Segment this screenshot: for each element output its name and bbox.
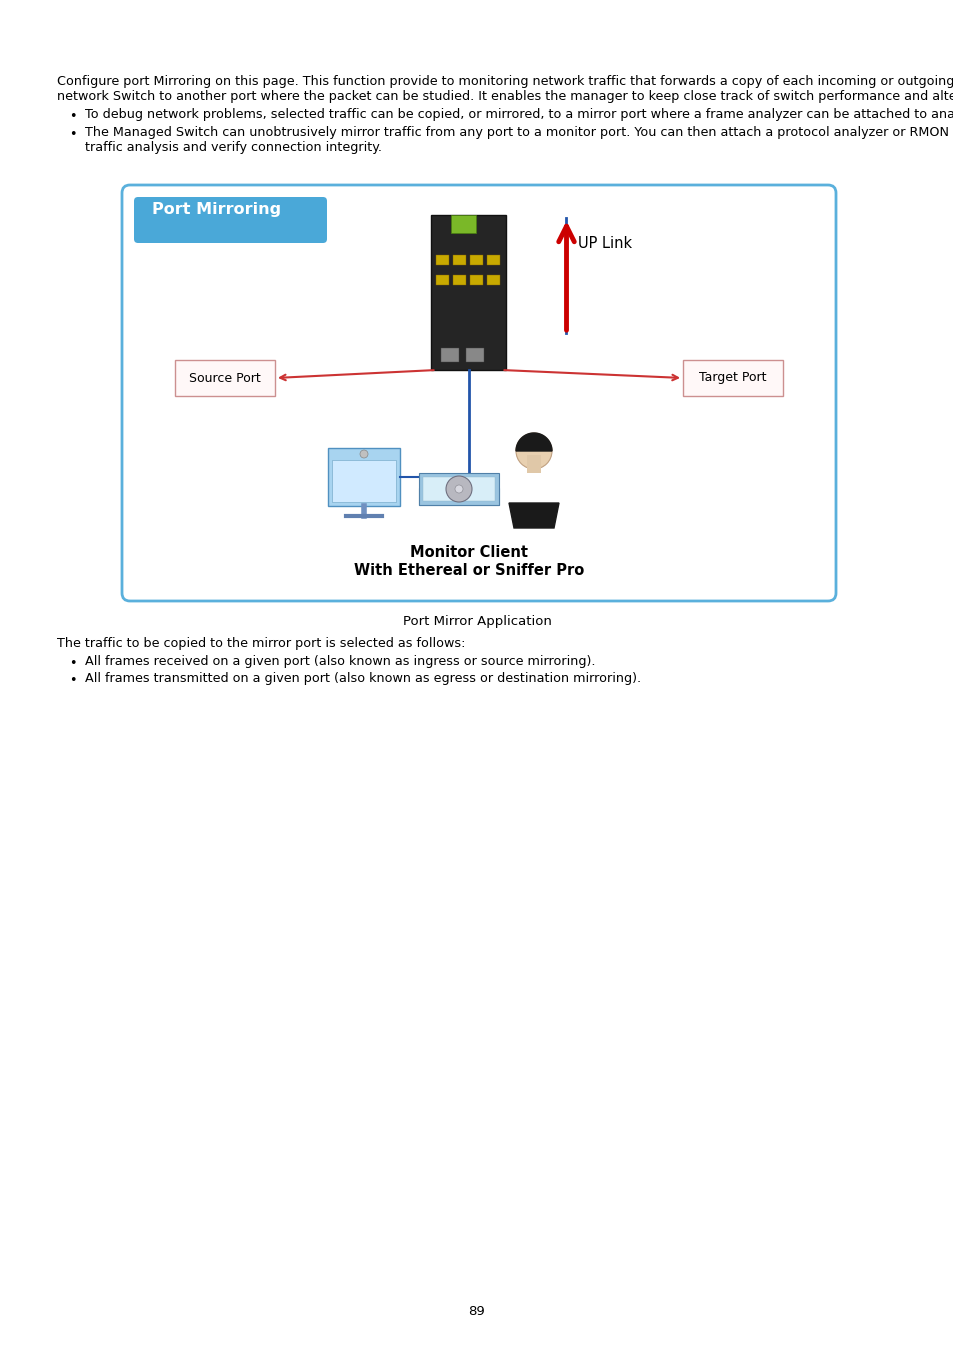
Bar — [466, 348, 484, 362]
Bar — [470, 255, 483, 265]
Bar — [487, 255, 500, 265]
Bar — [470, 275, 483, 285]
Text: •: • — [69, 128, 76, 140]
Bar — [436, 275, 449, 285]
Circle shape — [446, 477, 472, 502]
Text: All frames received on a given port (also known as ingress or source mirroring).: All frames received on a given port (als… — [85, 655, 595, 668]
Bar — [453, 255, 466, 265]
Bar — [418, 472, 498, 505]
Bar — [418, 487, 498, 505]
Polygon shape — [509, 504, 558, 528]
Bar — [526, 455, 540, 472]
Text: The traffic to be copied to the mirror port is selected as follows:: The traffic to be copied to the mirror p… — [57, 637, 465, 649]
Bar — [451, 215, 476, 234]
Bar — [441, 348, 459, 362]
FancyBboxPatch shape — [122, 185, 835, 601]
Bar — [436, 255, 449, 265]
Text: •: • — [69, 109, 76, 123]
FancyBboxPatch shape — [133, 197, 327, 243]
Text: UP Link: UP Link — [578, 236, 632, 251]
Text: network Switch to another port where the packet can be studied. It enables the m: network Switch to another port where the… — [57, 90, 953, 103]
Text: The Managed Switch can unobtrusively mirror traffic from any port to a monitor p: The Managed Switch can unobtrusively mir… — [85, 126, 953, 139]
Bar — [453, 275, 466, 285]
Bar — [332, 460, 395, 502]
Polygon shape — [516, 433, 552, 451]
Bar — [487, 275, 500, 285]
Bar — [431, 215, 506, 370]
Bar — [174, 360, 274, 396]
Text: Source Port: Source Port — [189, 371, 260, 385]
Circle shape — [516, 433, 552, 468]
Text: Monitor Client: Monitor Client — [410, 545, 527, 560]
Text: •: • — [69, 657, 76, 670]
Text: Port Mirroring: Port Mirroring — [152, 202, 281, 217]
Text: With Ethereal or Sniffer Pro: With Ethereal or Sniffer Pro — [354, 563, 583, 578]
Bar — [328, 448, 399, 506]
Text: Target Port: Target Port — [699, 371, 766, 385]
Text: All frames transmitted on a given port (also known as egress or destination mirr: All frames transmitted on a given port (… — [85, 672, 640, 684]
Text: traffic analysis and verify connection integrity.: traffic analysis and verify connection i… — [85, 140, 381, 154]
Circle shape — [455, 485, 462, 493]
Text: 89: 89 — [468, 1305, 485, 1318]
Text: •: • — [69, 674, 76, 687]
Text: To debug network problems, selected traffic can be copied, or mirrored, to a mir: To debug network problems, selected traf… — [85, 108, 953, 122]
Text: Port Mirror Application: Port Mirror Application — [402, 616, 551, 628]
Circle shape — [359, 450, 368, 458]
Bar — [422, 477, 495, 501]
Bar — [682, 360, 782, 396]
Text: Configure port Mirroring on this page. This function provide to monitoring netwo: Configure port Mirroring on this page. T… — [57, 76, 953, 88]
